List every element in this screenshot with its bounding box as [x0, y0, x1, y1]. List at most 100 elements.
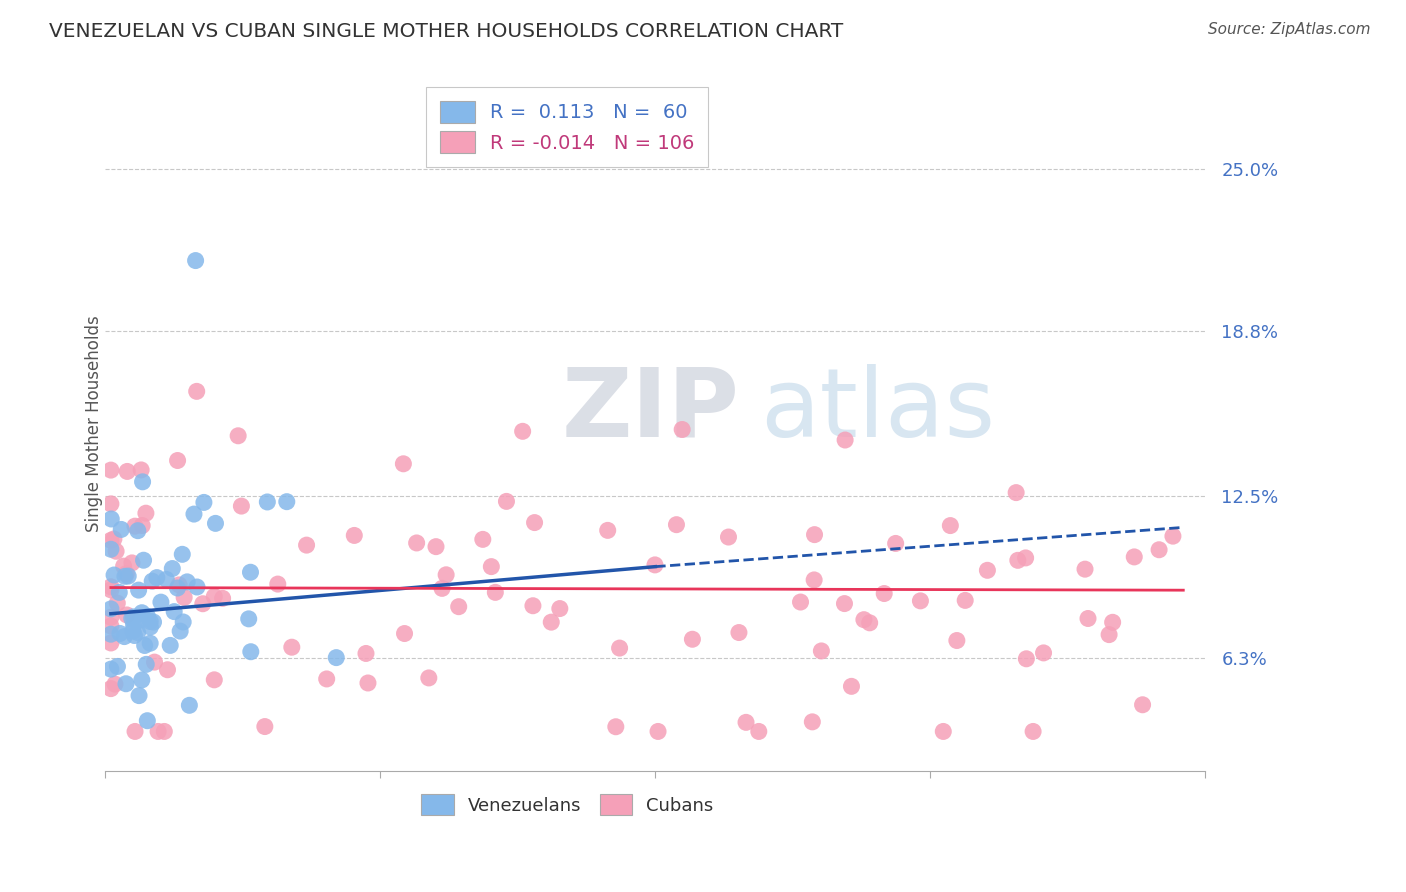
Text: Source: ZipAtlas.com: Source: ZipAtlas.com	[1208, 22, 1371, 37]
Point	[103, 568, 125, 582]
Point	[172, 547, 194, 561]
Point	[105, 544, 128, 558]
Point	[131, 606, 153, 620]
Point	[112, 630, 135, 644]
Point	[430, 582, 453, 596]
Point	[105, 596, 128, 610]
Point	[810, 644, 832, 658]
Point	[447, 599, 470, 614]
Point	[139, 620, 162, 634]
Point	[434, 567, 457, 582]
Point	[239, 566, 262, 580]
Point	[665, 517, 688, 532]
Point	[392, 457, 415, 471]
Point	[100, 533, 122, 548]
Point	[184, 253, 207, 268]
Point	[859, 615, 882, 630]
Point	[939, 518, 962, 533]
Point	[418, 671, 440, 685]
Point	[115, 566, 138, 581]
Point	[479, 559, 502, 574]
Point	[134, 639, 156, 653]
Point	[256, 495, 278, 509]
Point	[748, 724, 770, 739]
Point	[540, 615, 562, 629]
Point	[128, 689, 150, 703]
Point	[121, 611, 143, 625]
Point	[803, 573, 825, 587]
Point	[115, 607, 138, 622]
Point	[162, 561, 184, 575]
Point	[596, 524, 619, 538]
Point	[163, 605, 186, 619]
Point	[136, 609, 159, 624]
Y-axis label: Single Mother Households: Single Mother Households	[86, 316, 103, 533]
Point	[834, 433, 856, 447]
Point	[1098, 627, 1121, 641]
Point	[1015, 652, 1038, 666]
Point	[166, 453, 188, 467]
Point	[495, 494, 517, 508]
Point	[108, 585, 131, 599]
Point	[717, 530, 740, 544]
Point	[295, 538, 318, 552]
Point	[115, 465, 138, 479]
Point	[852, 613, 875, 627]
Point	[100, 619, 122, 633]
Point	[932, 724, 955, 739]
Point	[142, 615, 165, 629]
Point	[100, 512, 122, 526]
Point	[953, 593, 976, 607]
Point	[910, 594, 932, 608]
Text: ZIP: ZIP	[562, 364, 740, 457]
Point	[114, 569, 136, 583]
Point	[100, 582, 122, 597]
Point	[107, 659, 129, 673]
Point	[1123, 549, 1146, 564]
Point	[394, 626, 416, 640]
Point	[841, 679, 863, 693]
Point	[1007, 553, 1029, 567]
Point	[104, 677, 127, 691]
Point	[191, 597, 214, 611]
Point	[647, 724, 669, 739]
Point	[884, 536, 907, 550]
Point	[405, 536, 427, 550]
Point	[609, 641, 631, 656]
Point	[267, 577, 290, 591]
Point	[512, 425, 534, 439]
Point	[186, 384, 208, 399]
Text: atlas: atlas	[759, 364, 995, 457]
Point	[239, 645, 262, 659]
Point	[100, 662, 122, 676]
Point	[276, 494, 298, 508]
Point	[873, 586, 896, 600]
Point	[202, 590, 225, 604]
Point	[169, 624, 191, 639]
Point	[100, 580, 122, 594]
Point	[172, 615, 194, 629]
Point	[124, 628, 146, 642]
Point	[671, 422, 693, 436]
Point	[425, 540, 447, 554]
Point	[1074, 562, 1097, 576]
Point	[1032, 646, 1054, 660]
Point	[343, 528, 366, 542]
Point	[202, 673, 225, 687]
Point	[100, 627, 122, 641]
Point	[484, 585, 506, 599]
Point	[117, 569, 139, 583]
Point	[523, 516, 546, 530]
Point	[112, 559, 135, 574]
Point	[1147, 542, 1170, 557]
Point	[100, 542, 122, 557]
Point	[100, 681, 122, 696]
Point	[176, 574, 198, 589]
Point	[122, 624, 145, 638]
Text: VENEZUELAN VS CUBAN SINGLE MOTHER HOUSEHOLDS CORRELATION CHART: VENEZUELAN VS CUBAN SINGLE MOTHER HOUSEH…	[49, 22, 844, 41]
Point	[834, 597, 856, 611]
Point	[357, 676, 380, 690]
Point	[127, 524, 149, 538]
Point	[226, 429, 249, 443]
Point	[108, 626, 131, 640]
